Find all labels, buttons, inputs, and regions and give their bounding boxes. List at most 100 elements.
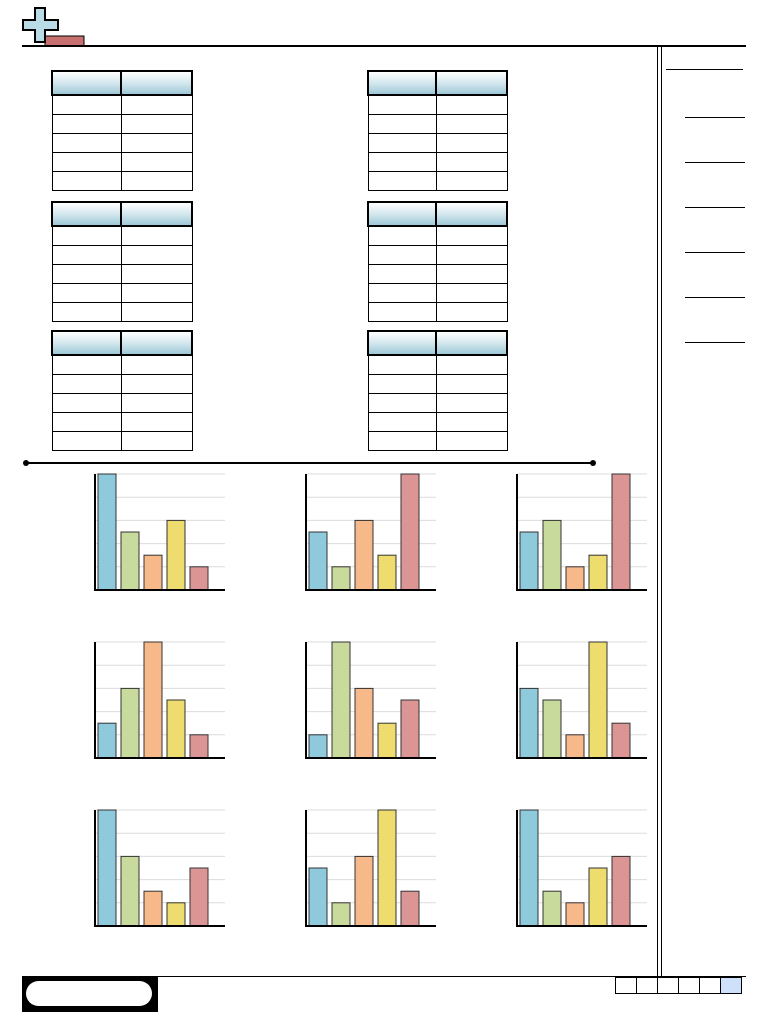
table-cell[interactable] <box>120 225 193 246</box>
bar-chart-svg <box>516 641 647 759</box>
bar <box>120 687 140 759</box>
bar <box>143 890 163 927</box>
table-cell[interactable] <box>51 283 122 303</box>
bar <box>377 809 397 927</box>
table-cell[interactable] <box>435 245 508 265</box>
score-box[interactable] <box>636 977 658 994</box>
bar-chart <box>514 638 649 762</box>
table-cell[interactable] <box>435 171 508 191</box>
table-cell[interactable] <box>367 114 437 134</box>
table-cell[interactable] <box>51 393 122 413</box>
table-cell[interactable] <box>120 412 193 432</box>
table-cell[interactable] <box>367 302 437 322</box>
table-row <box>367 374 508 394</box>
score-box[interactable] <box>678 977 700 994</box>
bar <box>588 641 608 759</box>
table-cell[interactable] <box>367 133 437 153</box>
bar <box>97 722 117 759</box>
table-cell[interactable] <box>51 94 122 115</box>
table-cell[interactable] <box>435 264 508 284</box>
table-cell[interactable] <box>120 354 193 375</box>
table-cell[interactable] <box>120 393 193 413</box>
table-row <box>51 283 193 303</box>
table-cell[interactable] <box>120 114 193 134</box>
bar <box>308 531 328 591</box>
table-cell[interactable] <box>51 225 122 246</box>
table-cell[interactable] <box>435 152 508 172</box>
bar <box>308 734 328 759</box>
table-cell[interactable] <box>120 245 193 265</box>
table-row <box>51 264 193 284</box>
table-cell[interactable] <box>367 374 437 394</box>
table-cell[interactable] <box>367 393 437 413</box>
table-cell[interactable] <box>120 94 193 115</box>
bar <box>400 473 420 591</box>
table-cell[interactable] <box>120 302 193 322</box>
table-cell[interactable] <box>367 354 437 375</box>
answer-line[interactable] <box>685 207 745 208</box>
table-cell[interactable] <box>51 152 122 172</box>
table-cell[interactable] <box>51 114 122 134</box>
table-cell[interactable] <box>435 374 508 394</box>
table-cell[interactable] <box>51 245 122 265</box>
score-boxes <box>615 977 742 994</box>
table-cell[interactable] <box>367 94 437 115</box>
table-cell[interactable] <box>51 171 122 191</box>
table-cell[interactable] <box>435 225 508 246</box>
table-cell[interactable] <box>435 302 508 322</box>
table-row <box>51 393 193 413</box>
table-cell[interactable] <box>435 431 508 451</box>
table-cell[interactable] <box>51 354 122 375</box>
answer-line[interactable] <box>685 117 745 118</box>
table-cell[interactable] <box>120 431 193 451</box>
score-box[interactable] <box>720 977 742 994</box>
table-row <box>367 114 508 134</box>
answer-line[interactable] <box>666 69 743 70</box>
plus-sign-logo-icon <box>22 7 85 47</box>
table-cell[interactable] <box>367 264 437 284</box>
table-cell[interactable] <box>435 114 508 134</box>
score-box[interactable] <box>657 977 679 994</box>
table-cell[interactable] <box>435 412 508 432</box>
table-cell[interactable] <box>435 133 508 153</box>
table-cell[interactable] <box>51 302 122 322</box>
answer-line[interactable] <box>685 342 745 343</box>
table-row <box>367 302 508 322</box>
table-cell[interactable] <box>51 264 122 284</box>
table-cell[interactable] <box>367 171 437 191</box>
table-cell[interactable] <box>367 225 437 246</box>
table-cell[interactable] <box>435 354 508 375</box>
table-cell[interactable] <box>367 245 437 265</box>
table-row <box>51 133 193 153</box>
table-cell[interactable] <box>51 431 122 451</box>
table-cell[interactable] <box>367 283 437 303</box>
table-cell[interactable] <box>120 283 193 303</box>
table-cell[interactable] <box>51 374 122 394</box>
name-field[interactable] <box>26 981 152 1006</box>
table-cell[interactable] <box>367 152 437 172</box>
divider-dot <box>590 460 596 466</box>
answer-line[interactable] <box>685 297 745 298</box>
table-cell[interactable] <box>120 133 193 153</box>
score-box[interactable] <box>699 977 721 994</box>
table-cell[interactable] <box>435 283 508 303</box>
answer-line[interactable] <box>685 252 745 253</box>
answer-line[interactable] <box>685 162 745 163</box>
bar-chart-svg <box>516 473 647 591</box>
table-cell[interactable] <box>120 264 193 284</box>
table-cell[interactable] <box>120 152 193 172</box>
table-cell[interactable] <box>51 133 122 153</box>
table-cell[interactable] <box>435 94 508 115</box>
table-cell[interactable] <box>367 412 437 432</box>
bar <box>565 902 585 927</box>
table-cell[interactable] <box>120 171 193 191</box>
table-cell[interactable] <box>367 431 437 451</box>
answer-column-border <box>661 47 662 979</box>
bar-chart <box>92 470 227 594</box>
table-cell[interactable] <box>435 393 508 413</box>
table-cell[interactable] <box>51 412 122 432</box>
table-cell[interactable] <box>120 374 193 394</box>
score-box[interactable] <box>615 977 637 994</box>
data-table <box>367 70 508 191</box>
bar <box>166 699 186 759</box>
